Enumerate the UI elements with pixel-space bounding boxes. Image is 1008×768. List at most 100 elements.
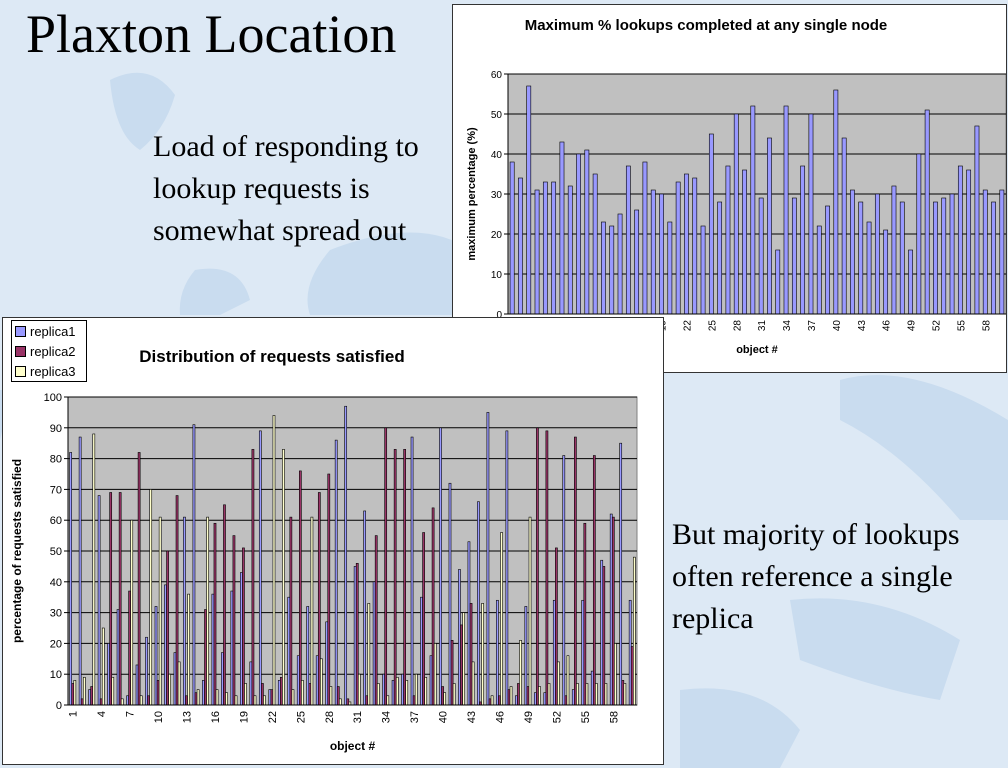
- bar: [139, 695, 143, 706]
- bar: [410, 436, 414, 706]
- chart-title: Distribution of requests satisfied: [139, 347, 404, 366]
- y-tick-label: 60: [491, 70, 503, 81]
- bar: [82, 676, 86, 706]
- bar: [258, 430, 262, 706]
- bar: [111, 676, 115, 706]
- bar: [204, 609, 207, 706]
- bar: [611, 516, 615, 706]
- y-tick-label: 10: [491, 270, 503, 281]
- bar: [118, 492, 122, 706]
- bar: [833, 89, 839, 315]
- bar: [874, 193, 880, 315]
- bar: [551, 181, 557, 315]
- legend-item-replica3: replica3: [12, 361, 86, 381]
- bar: [733, 113, 739, 315]
- bar: [583, 522, 587, 706]
- bar: [88, 689, 91, 706]
- bar: [128, 590, 131, 706]
- bar: [517, 683, 520, 706]
- bar: [109, 492, 113, 706]
- bar: [581, 599, 585, 706]
- bar: [490, 695, 494, 706]
- bar: [116, 609, 120, 706]
- bar: [395, 676, 399, 706]
- x-tick-label: 55: [956, 320, 967, 332]
- bar: [296, 655, 300, 706]
- bar: [659, 193, 664, 315]
- bar: [439, 427, 442, 706]
- y-tick-label: 70: [50, 484, 62, 496]
- bar: [775, 249, 781, 315]
- bar: [800, 165, 806, 315]
- bar: [206, 516, 209, 706]
- bar: [353, 566, 357, 706]
- bar: [147, 695, 150, 706]
- bar: [126, 695, 129, 706]
- y-axis-label: percentage of requests satisfied: [10, 459, 24, 643]
- bar: [576, 153, 581, 315]
- bar: [816, 225, 822, 315]
- bar: [562, 455, 566, 706]
- bar: [982, 189, 988, 315]
- x-tick-label: 13: [182, 711, 194, 723]
- bar: [933, 201, 938, 315]
- bar: [526, 85, 532, 315]
- bar: [71, 683, 75, 706]
- bar: [405, 680, 409, 706]
- bar: [289, 516, 293, 706]
- bar: [650, 189, 656, 315]
- y-tick-label: 100: [44, 392, 62, 404]
- bar: [708, 133, 714, 315]
- note-single-replica: But majority of lookups often reference …: [672, 518, 960, 635]
- slide-title: Plaxton Location: [26, 4, 397, 64]
- chart-legend: replica1 replica2 replica3: [11, 320, 87, 382]
- bar: [177, 661, 181, 706]
- bar: [291, 689, 295, 706]
- bar: [310, 516, 314, 706]
- bar: [149, 489, 153, 706]
- y-tick-label: 90: [50, 423, 62, 435]
- bar: [443, 692, 447, 706]
- y-tick-label: 40: [491, 150, 503, 161]
- bar: [949, 193, 955, 315]
- x-tick-label: 10: [153, 711, 165, 723]
- bar: [469, 603, 473, 706]
- bar: [339, 698, 342, 706]
- x-tick-label: 52: [551, 711, 563, 723]
- bar: [684, 173, 689, 315]
- y-axis-label: maximum percentage (%): [466, 127, 478, 261]
- bar: [315, 655, 319, 706]
- bar: [534, 189, 540, 315]
- bar: [462, 612, 465, 706]
- x-tick-label: 34: [381, 711, 393, 723]
- bar: [621, 680, 625, 706]
- bar: [374, 535, 378, 706]
- x-tick-label: 1: [68, 711, 80, 717]
- bar: [372, 581, 376, 706]
- bar: [552, 599, 556, 706]
- bar: [424, 676, 428, 706]
- chart-distribution: 0 10 20 30 40 50 60 70 80 90 100 1 4 7 10 13 16 19 22 25 28 3…: [10, 347, 638, 753]
- bar: [263, 695, 266, 706]
- bar: [173, 652, 177, 706]
- y-tick-label: 60: [50, 515, 62, 527]
- bar: [393, 449, 397, 706]
- bar: [429, 655, 433, 706]
- bar: [742, 169, 747, 315]
- bar: [634, 209, 640, 315]
- bar: [306, 606, 310, 706]
- bar: [509, 686, 513, 706]
- bar: [667, 221, 673, 315]
- bar: [545, 430, 549, 706]
- bar: [783, 105, 789, 315]
- bar: [221, 652, 224, 706]
- bar: [808, 113, 814, 315]
- bar: [194, 692, 198, 706]
- legend-item-replica2: replica2: [12, 341, 86, 361]
- bar: [966, 169, 972, 315]
- bar: [230, 590, 234, 706]
- bar: [90, 686, 94, 706]
- bar: [367, 603, 371, 706]
- bar: [365, 695, 369, 706]
- x-tick-label: 4: [96, 711, 108, 717]
